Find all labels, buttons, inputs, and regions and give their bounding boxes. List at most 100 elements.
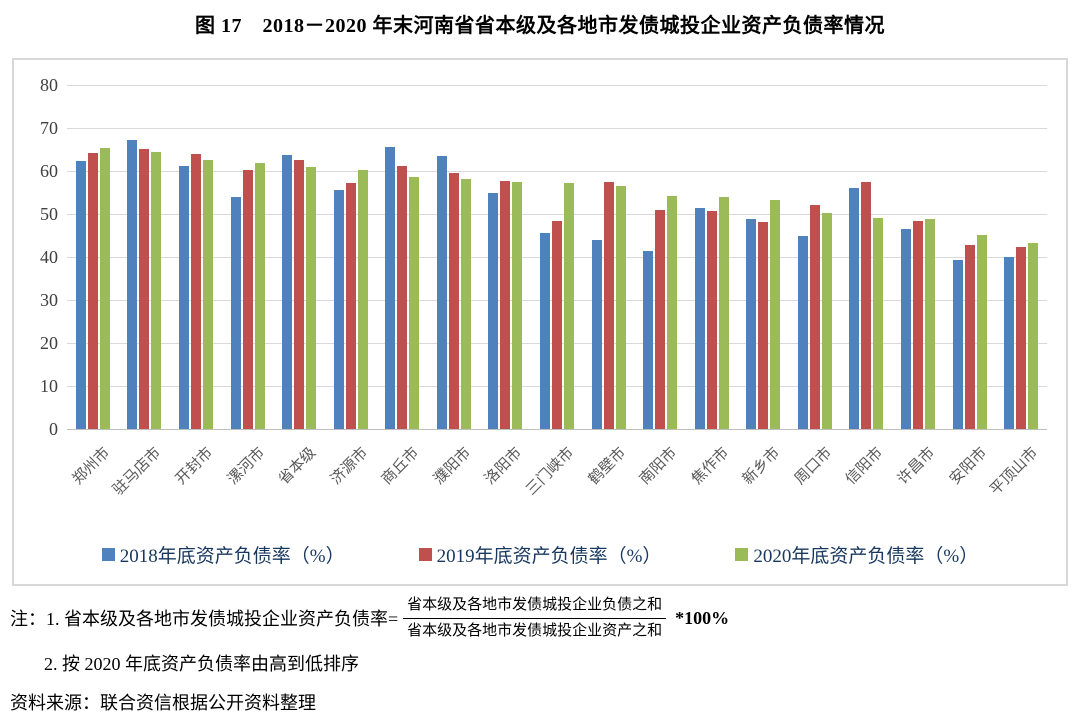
bar xyxy=(551,221,562,429)
fraction-numerator: 省本级及各地市发债城投企业负债之和 xyxy=(403,594,667,619)
notes-section: 注：1. 省本级及各地市发债城投企业资产负债率= 省本级及各地市发债城投企业负债… xyxy=(10,594,1070,715)
bar xyxy=(615,186,626,429)
x-axis-labels: 郑州市 驻马店市 开封市 漯河市 省本级 济源市 商丘市 濮阳市 洛阳市 三门峡市 鹤壁市 南阳市 焦作… xyxy=(67,436,1047,548)
x-tick-label: 济源市 xyxy=(327,444,371,488)
legend-label: 2018年底资产负债率（%） xyxy=(119,546,345,567)
bar xyxy=(809,204,820,429)
y-tick-label: 20 xyxy=(40,333,58,353)
bar xyxy=(901,229,912,429)
gridline xyxy=(67,171,1047,172)
bar xyxy=(1016,246,1027,429)
bar-group xyxy=(944,85,996,429)
bar xyxy=(861,181,872,429)
x-tick-label: 安阳市 xyxy=(946,444,990,488)
note-1-suffix: *100% xyxy=(675,607,730,628)
y-tick-label: 40 xyxy=(40,247,58,267)
bar xyxy=(409,177,420,429)
gridline xyxy=(67,85,1047,86)
bar xyxy=(306,167,317,429)
legend-label: 2020年底资产负债率（%） xyxy=(753,546,979,567)
bar xyxy=(563,182,574,429)
bar-group xyxy=(583,85,635,429)
bar xyxy=(770,199,781,429)
bar-group xyxy=(995,85,1047,429)
bar xyxy=(694,208,705,429)
bar-group xyxy=(841,85,893,429)
x-tick-label: 焦作市 xyxy=(688,444,732,488)
plot-area xyxy=(67,85,1047,430)
bar-group xyxy=(531,85,583,429)
bar-group xyxy=(376,85,428,429)
bar xyxy=(746,219,757,429)
bar xyxy=(500,181,511,429)
note-2: 2. 按 2020 年底资产负债率由高到低排序 xyxy=(44,654,359,674)
bar xyxy=(667,195,678,429)
x-tick-label: 省本级 xyxy=(276,444,320,488)
gridline xyxy=(67,128,1047,129)
fraction-denominator: 省本级及各地市发债城投企业资产之和 xyxy=(407,622,663,639)
bar xyxy=(397,165,408,429)
bar-group xyxy=(738,85,790,429)
bar xyxy=(87,153,98,429)
bar-group xyxy=(428,85,480,429)
y-tick-label: 80 xyxy=(40,75,58,95)
formula-fraction: 省本级及各地市发债城投企业负债之和 省本级及各地市发债城投企业资产之和 xyxy=(403,594,667,642)
bar xyxy=(758,222,769,429)
bar xyxy=(821,212,832,429)
bar xyxy=(643,250,654,429)
bar xyxy=(75,161,86,429)
bar xyxy=(849,187,860,429)
y-tick-label: 70 xyxy=(40,118,58,138)
bar xyxy=(460,179,471,429)
y-tick-label: 50 xyxy=(40,204,58,224)
x-tick-label: 郑州市 xyxy=(69,444,113,488)
y-tick-label: 30 xyxy=(40,290,58,310)
bar xyxy=(242,169,253,429)
legend: 2018年底资产负债率（%） 2019年底资产负债率（%） 2020年底资产负债率（… xyxy=(14,541,1066,568)
bar xyxy=(603,181,614,429)
bar xyxy=(706,211,717,429)
bar xyxy=(512,181,523,429)
x-tick-label: 周口市 xyxy=(791,444,836,488)
x-tick-label: 南阳市 xyxy=(637,444,681,488)
bar xyxy=(139,149,150,429)
bar-group xyxy=(325,85,377,429)
bar-group xyxy=(170,85,222,429)
y-axis-labels: 0 10 20 30 40 50 60 70 80 xyxy=(14,75,58,439)
bar xyxy=(345,183,356,429)
x-tick-label: 驻马店市 xyxy=(110,444,165,499)
bar xyxy=(718,196,729,429)
bar xyxy=(127,139,138,429)
bar xyxy=(797,235,808,429)
bar-group xyxy=(273,85,325,429)
bar xyxy=(254,162,265,429)
x-tick-label: 鹤壁市 xyxy=(585,444,629,488)
bar xyxy=(976,235,987,429)
y-tick-label: 60 xyxy=(40,161,58,181)
bar xyxy=(436,156,447,429)
bar xyxy=(1028,243,1039,429)
legend-swatch-icon xyxy=(101,548,115,561)
chart-title: 图 17 2018－2020 年末河南省省本级及各地市发债城投企业资产负债率情况 xyxy=(195,15,885,37)
bar xyxy=(488,193,499,429)
bar xyxy=(357,170,368,429)
legend-swatch-icon xyxy=(735,548,749,561)
bar-group xyxy=(67,85,119,429)
x-tick-label: 信阳市 xyxy=(843,444,887,488)
bar xyxy=(539,232,550,429)
note-1: 注：1. 省本级及各地市发债城投企业资产负债率= 省本级及各地市发债城投企业负债… xyxy=(10,594,1070,642)
x-tick-label: 濮阳市 xyxy=(430,444,474,488)
x-tick-label: 许昌市 xyxy=(895,444,939,488)
x-tick-label: 新乡市 xyxy=(740,444,784,488)
bar xyxy=(294,160,305,429)
bar xyxy=(925,218,936,429)
x-tick-label: 漯河市 xyxy=(224,444,268,488)
x-axis-line xyxy=(67,429,1047,430)
x-tick-label: 商丘市 xyxy=(379,444,423,488)
bar-group xyxy=(634,85,686,429)
bar xyxy=(385,146,396,429)
bar xyxy=(913,220,924,429)
legend-item: 2020年底资产负债率（%） xyxy=(735,541,978,568)
bar xyxy=(202,160,213,429)
y-tick-label: 0 xyxy=(49,419,58,439)
